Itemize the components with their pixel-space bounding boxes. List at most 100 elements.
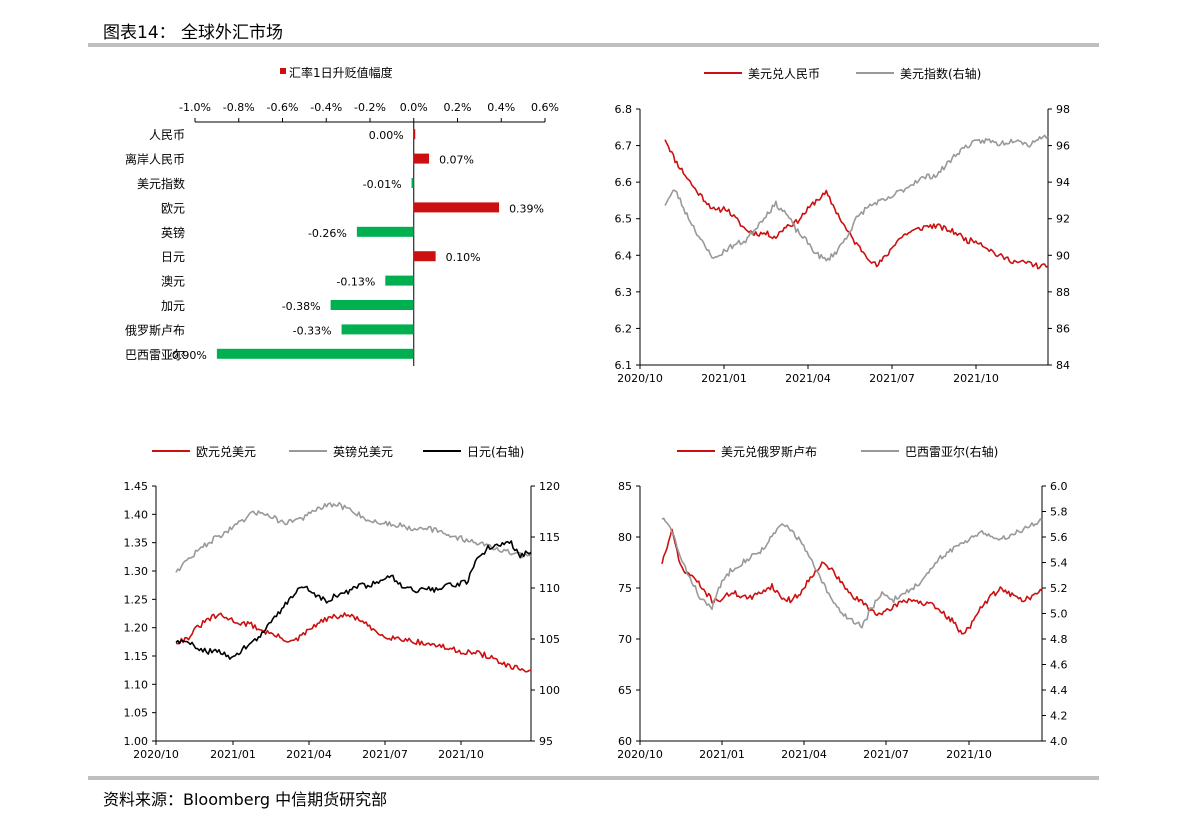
data-label: 0.39% bbox=[509, 202, 544, 215]
x-tick-label: 2021/01 bbox=[701, 372, 747, 385]
bar bbox=[356, 226, 414, 237]
x-tick-label: 2021/01 bbox=[210, 748, 256, 761]
data-label: -0.90% bbox=[168, 349, 207, 362]
data-label: -0.38% bbox=[282, 300, 321, 313]
category-label: 离岸人民币 bbox=[125, 152, 185, 167]
y2-tick-label: 120 bbox=[539, 480, 560, 493]
x-tick-label: 2021/04 bbox=[785, 372, 831, 385]
top-divider bbox=[88, 43, 1099, 47]
y-tick-label: 1.45 bbox=[124, 480, 149, 493]
bar bbox=[413, 129, 416, 140]
y-tick-label: 1.40 bbox=[124, 508, 149, 521]
legend-swatch bbox=[280, 68, 286, 74]
y-tick-label: 6.6 bbox=[615, 176, 633, 189]
y-tick-label: 85 bbox=[618, 480, 632, 493]
series-line bbox=[664, 134, 1049, 262]
y-tick-label: 1.25 bbox=[124, 593, 149, 606]
y-tick-label: 60 bbox=[618, 735, 632, 748]
y2-tick-label: 96 bbox=[1056, 140, 1070, 153]
page-title: 图表14： 全球外汇市场 bbox=[103, 23, 284, 43]
y-tick-label: 1.15 bbox=[124, 650, 149, 663]
legend-label: 巴西雷亚尔(右轴) bbox=[905, 444, 998, 459]
series-line bbox=[175, 612, 532, 673]
legend-label: 美元兑俄罗斯卢布 bbox=[721, 444, 817, 459]
source-note: 资料来源：Bloomberg 中信期货研究部 bbox=[103, 790, 388, 809]
bottom-divider bbox=[88, 776, 1099, 780]
y-tick-label: 6.2 bbox=[615, 322, 633, 335]
y-tick-label: 1.20 bbox=[124, 622, 149, 635]
x-tick-label: 2020/10 bbox=[617, 372, 663, 385]
y2-tick-label: 90 bbox=[1056, 249, 1070, 262]
x-tick-label: -0.2% bbox=[354, 101, 386, 114]
y2-tick-label: 4.6 bbox=[1050, 659, 1068, 672]
x-tick-label: 2021/07 bbox=[869, 372, 915, 385]
x-tick-label: 2021/01 bbox=[699, 748, 745, 761]
series-line bbox=[175, 501, 532, 573]
y-tick-label: 80 bbox=[618, 531, 632, 544]
y2-tick-label: 6.0 bbox=[1050, 480, 1068, 493]
bar bbox=[413, 251, 436, 262]
x-tick-label: 2021/07 bbox=[863, 748, 909, 761]
x-tick-label: 2020/10 bbox=[133, 748, 179, 761]
x-tick-label: 0.0% bbox=[400, 101, 428, 114]
data-label: -0.13% bbox=[336, 276, 375, 289]
x-tick-label: 2021/04 bbox=[286, 748, 332, 761]
bar bbox=[413, 153, 430, 164]
category-label: 加元 bbox=[161, 299, 185, 313]
y-tick-label: 75 bbox=[618, 582, 632, 595]
data-label: -0.33% bbox=[293, 324, 332, 337]
x-tick-label: -0.8% bbox=[223, 101, 255, 114]
y2-tick-label: 5.8 bbox=[1050, 506, 1068, 519]
x-tick-label: 2021/07 bbox=[362, 748, 408, 761]
x-tick-label: 0.4% bbox=[487, 101, 515, 114]
y2-tick-label: 98 bbox=[1056, 103, 1070, 116]
series-line bbox=[175, 540, 532, 660]
y2-tick-label: 4.2 bbox=[1050, 710, 1068, 723]
x-tick-label: 2021/04 bbox=[781, 748, 827, 761]
category-label: 巴西雷亚尔 bbox=[125, 347, 185, 362]
bar-chart: 汇率1日升贬值幅度 -1.0% -0.8% -0.6% -0.4% -0.2% 0.0% 0.… bbox=[125, 65, 559, 366]
y-tick-label: 1.30 bbox=[124, 565, 149, 578]
category-label: 澳元 bbox=[161, 275, 185, 289]
bar bbox=[413, 202, 500, 213]
x-tick-label: 0.6% bbox=[531, 101, 559, 114]
line-chart-rub: 美元兑俄罗斯卢布 巴西雷亚尔(右轴) 60 65 70 75 80 85 4.0 4.2 4.4 4.… bbox=[617, 444, 1067, 761]
legend-label: 美元指数(右轴) bbox=[900, 66, 981, 81]
series-line bbox=[661, 528, 1043, 635]
y2-tick-label: 86 bbox=[1056, 322, 1070, 335]
category-label: 美元指数 bbox=[137, 176, 185, 191]
category-label: 欧元 bbox=[161, 201, 185, 215]
y-tick-label: 70 bbox=[618, 633, 632, 646]
x-tick-label: -0.4% bbox=[310, 101, 342, 114]
x-tick-label: -1.0% bbox=[179, 101, 211, 114]
series-line bbox=[664, 139, 1049, 270]
category-label: 日元 bbox=[161, 250, 185, 264]
series-line bbox=[661, 517, 1043, 629]
x-tick-label: 2021/10 bbox=[946, 748, 992, 761]
y-tick-label: 6.3 bbox=[615, 286, 633, 299]
y2-tick-label: 94 bbox=[1056, 176, 1070, 189]
bar bbox=[330, 300, 414, 310]
y2-tick-label: 92 bbox=[1056, 213, 1070, 226]
y2-tick-label: 5.2 bbox=[1050, 582, 1068, 595]
legend-label: 欧元兑美元 bbox=[196, 445, 256, 459]
data-label: 0.00% bbox=[369, 129, 404, 142]
x-tick-label: 0.2% bbox=[444, 101, 472, 114]
y-tick-label: 1.35 bbox=[124, 537, 149, 550]
y2-tick-label: 115 bbox=[539, 531, 560, 544]
data-label: -0.26% bbox=[308, 227, 347, 240]
y2-tick-label: 84 bbox=[1056, 359, 1070, 372]
legend-label: 汇率1日升贬值幅度 bbox=[289, 65, 393, 80]
legend-label: 美元兑人民币 bbox=[748, 67, 820, 81]
y2-tick-label: 95 bbox=[539, 735, 553, 748]
y-tick-label: 6.7 bbox=[615, 140, 633, 153]
y2-tick-label: 105 bbox=[539, 633, 560, 646]
y2-tick-label: 4.4 bbox=[1050, 684, 1068, 697]
y2-tick-label: 5.4 bbox=[1050, 557, 1068, 570]
y2-tick-label: 88 bbox=[1056, 286, 1070, 299]
y-tick-label: 65 bbox=[618, 684, 632, 697]
category-label: 俄罗斯卢布 bbox=[125, 322, 185, 337]
y2-tick-label: 5.6 bbox=[1050, 531, 1068, 544]
legend-label: 日元(右轴) bbox=[467, 444, 524, 459]
